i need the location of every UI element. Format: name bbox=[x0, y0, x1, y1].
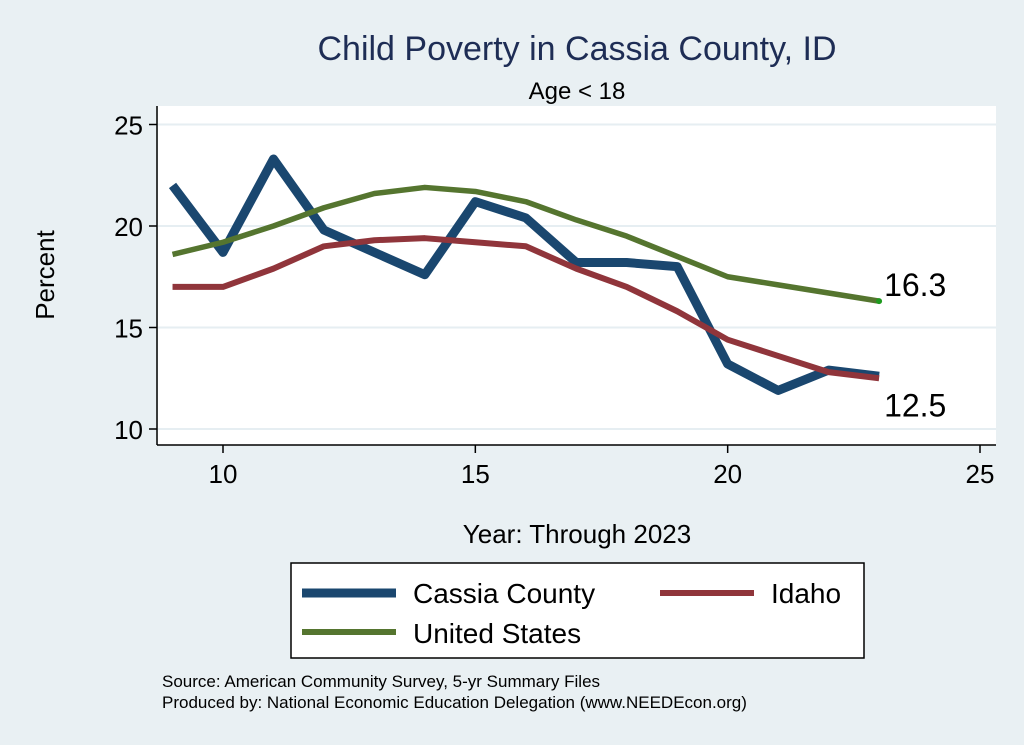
end-labels: 16.3 12.5 bbox=[876, 267, 946, 423]
gridlines bbox=[158, 123, 996, 430]
y-axis-ticks: 10 15 20 25 bbox=[114, 111, 157, 445]
y-tick-label-15: 15 bbox=[114, 314, 143, 344]
x-tick-label-20: 20 bbox=[713, 459, 742, 489]
produced-by-note: Produced by: National Economic Education… bbox=[162, 693, 747, 712]
x-axis-ticks: 10 15 20 25 bbox=[209, 445, 995, 489]
legend-label-cassia-county: Cassia County bbox=[413, 578, 595, 609]
y-axis-label: Percent bbox=[30, 229, 60, 319]
legend-box bbox=[290, 562, 865, 659]
chart-title: Child Poverty in Cassia County, ID bbox=[317, 30, 836, 68]
x-axis-label: Year: Through 2023 bbox=[463, 519, 691, 549]
end-marker-united-states bbox=[876, 298, 883, 305]
legend-label-united-states: United States bbox=[413, 618, 581, 649]
end-label-united-states: 16.3 bbox=[884, 267, 946, 303]
x-tick-label-25: 25 bbox=[966, 459, 995, 489]
x-tick-label-15: 15 bbox=[461, 459, 490, 489]
end-label-idaho: 12.5 bbox=[884, 387, 946, 423]
chart-subtitle: Age < 18 bbox=[529, 78, 626, 105]
y-tick-label-10: 10 bbox=[114, 415, 143, 445]
plot-area bbox=[158, 106, 996, 445]
source-note: Source: American Community Survey, 5-yr … bbox=[162, 672, 600, 691]
x-tick-label-10: 10 bbox=[209, 459, 238, 489]
y-tick-label-20: 20 bbox=[114, 212, 143, 242]
series-lines bbox=[168, 154, 880, 395]
y-tick-label-25: 25 bbox=[114, 111, 143, 141]
legend-label-idaho: Idaho bbox=[771, 578, 841, 609]
